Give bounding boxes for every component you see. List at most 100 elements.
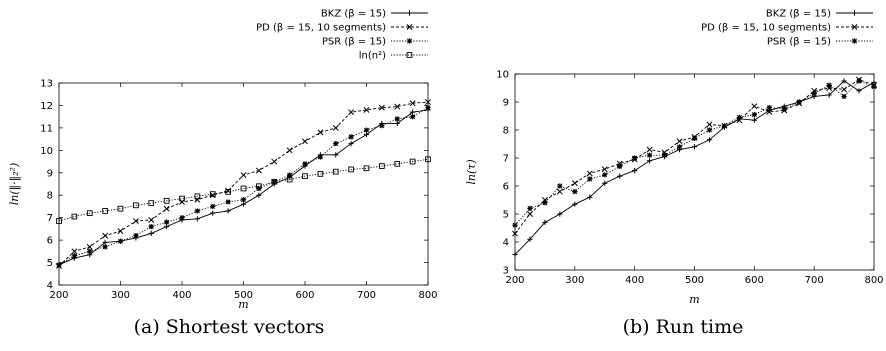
- data-point: [87, 248, 93, 254]
- chart-shortest-vectors: 200 300 400 500 600 700 800 4 5 6 7 8 9 10 11 12 13 m ln(‖…: [8, 9, 438, 339]
- data-point: [333, 152, 339, 158]
- data-point: [271, 158, 278, 165]
- y-tick-label: 3: [503, 266, 509, 277]
- data-point: [332, 124, 339, 131]
- data-point: [425, 105, 431, 111]
- data-point: [796, 99, 802, 105]
- legend-label: PSR (β = 15): [767, 37, 831, 48]
- data-point: [766, 105, 772, 111]
- data-point: [379, 123, 385, 129]
- data-point: [871, 84, 877, 90]
- data-point: [751, 117, 757, 123]
- data-point: [572, 189, 578, 195]
- legend-marker: [406, 24, 413, 30]
- y-tick-label: 9: [503, 98, 509, 109]
- data-point: [256, 192, 262, 198]
- data-point: [647, 158, 653, 164]
- data-point: [348, 109, 355, 116]
- legend-entry: BKZ (β = 15): [321, 9, 428, 20]
- data-point: [194, 193, 201, 200]
- x-tick-label: 500: [685, 275, 704, 286]
- data-point: [781, 106, 787, 112]
- y-tick-label: 7: [47, 213, 53, 224]
- data-point: [841, 86, 848, 93]
- data-point: [706, 127, 713, 133]
- data-point: [194, 208, 200, 214]
- x-tick-label: 400: [625, 275, 644, 286]
- x-axis-label: m: [689, 293, 699, 306]
- y-tick-label: 5: [503, 210, 509, 221]
- data-point: [363, 165, 370, 172]
- data-point: [617, 173, 623, 179]
- y-tick-label: 7: [503, 154, 509, 165]
- x-tick-label: 500: [234, 290, 253, 301]
- data-point: [587, 176, 593, 182]
- data-point: [676, 138, 683, 145]
- data-point: [647, 152, 653, 158]
- data-point: [601, 166, 608, 173]
- x-tick-label: 600: [745, 275, 764, 286]
- data-point: [587, 194, 593, 200]
- data-point: [287, 172, 293, 178]
- y-tick-label: 10: [40, 146, 53, 157]
- x-tick-label: 200: [505, 275, 524, 286]
- data-point: [512, 230, 518, 237]
- data-point: [751, 112, 757, 118]
- data-point: [527, 211, 533, 217]
- data-point: [751, 103, 758, 110]
- y-axis-label: ln(‖·‖₂²): [8, 163, 22, 206]
- data-point: [194, 216, 200, 222]
- data-point: [240, 172, 247, 178]
- legend-marker: [406, 10, 413, 16]
- data-point: [317, 129, 324, 136]
- data-point: [721, 123, 728, 129]
- data-point: [856, 78, 862, 84]
- y-tick-label: 8: [503, 126, 509, 137]
- x-tick-label: 200: [49, 290, 68, 301]
- y-tick-label: 6: [503, 182, 509, 193]
- data-point: [133, 233, 139, 239]
- x-tick-label: 300: [111, 290, 130, 301]
- data-point: [394, 160, 401, 167]
- y-tick-label: 8: [47, 191, 53, 202]
- y-tick-label: 9: [47, 168, 53, 179]
- legend-entry: PD (β = 15, 10 segments): [701, 23, 873, 34]
- data-point: [348, 166, 354, 173]
- data-point: [302, 173, 308, 179]
- data-point: [425, 99, 431, 106]
- series-bkz-15: [512, 78, 877, 258]
- data-point: [706, 121, 713, 128]
- series-psr-15: [56, 105, 431, 268]
- data-point: [117, 228, 124, 235]
- data-point: [102, 239, 108, 245]
- data-point: [102, 232, 109, 239]
- data-point: [556, 188, 563, 195]
- data-point: [209, 191, 216, 197]
- data-point: [86, 243, 93, 250]
- x-tick-label: 800: [418, 290, 437, 301]
- data-point: [409, 158, 416, 165]
- data-point: [379, 163, 385, 169]
- x-tick-label: 700: [805, 275, 824, 286]
- legend-label: PD (β = 15, 10 segments): [256, 23, 386, 34]
- data-point: [363, 132, 370, 138]
- y-tick-label: 12: [40, 101, 53, 112]
- data-point: [133, 202, 139, 209]
- plot-frame: [514, 73, 875, 271]
- data-point: [676, 144, 683, 150]
- data-point: [363, 106, 370, 113]
- data-point: [240, 197, 247, 203]
- series-pd-15-10-segments: [56, 99, 431, 269]
- data-point: [394, 103, 401, 110]
- data-point: [102, 208, 108, 214]
- legend-entry: PSR (β = 15): [767, 37, 873, 48]
- data-point: [179, 215, 185, 221]
- legend-entry: PD (β = 15, 10 segments): [256, 23, 428, 34]
- data-point: [271, 178, 278, 185]
- x-tick-label: 400: [172, 290, 191, 301]
- data-point: [163, 205, 170, 212]
- y-tick-label: 4: [47, 281, 53, 292]
- data-point: [706, 137, 713, 143]
- data-point: [542, 200, 548, 206]
- data-point: [302, 138, 308, 145]
